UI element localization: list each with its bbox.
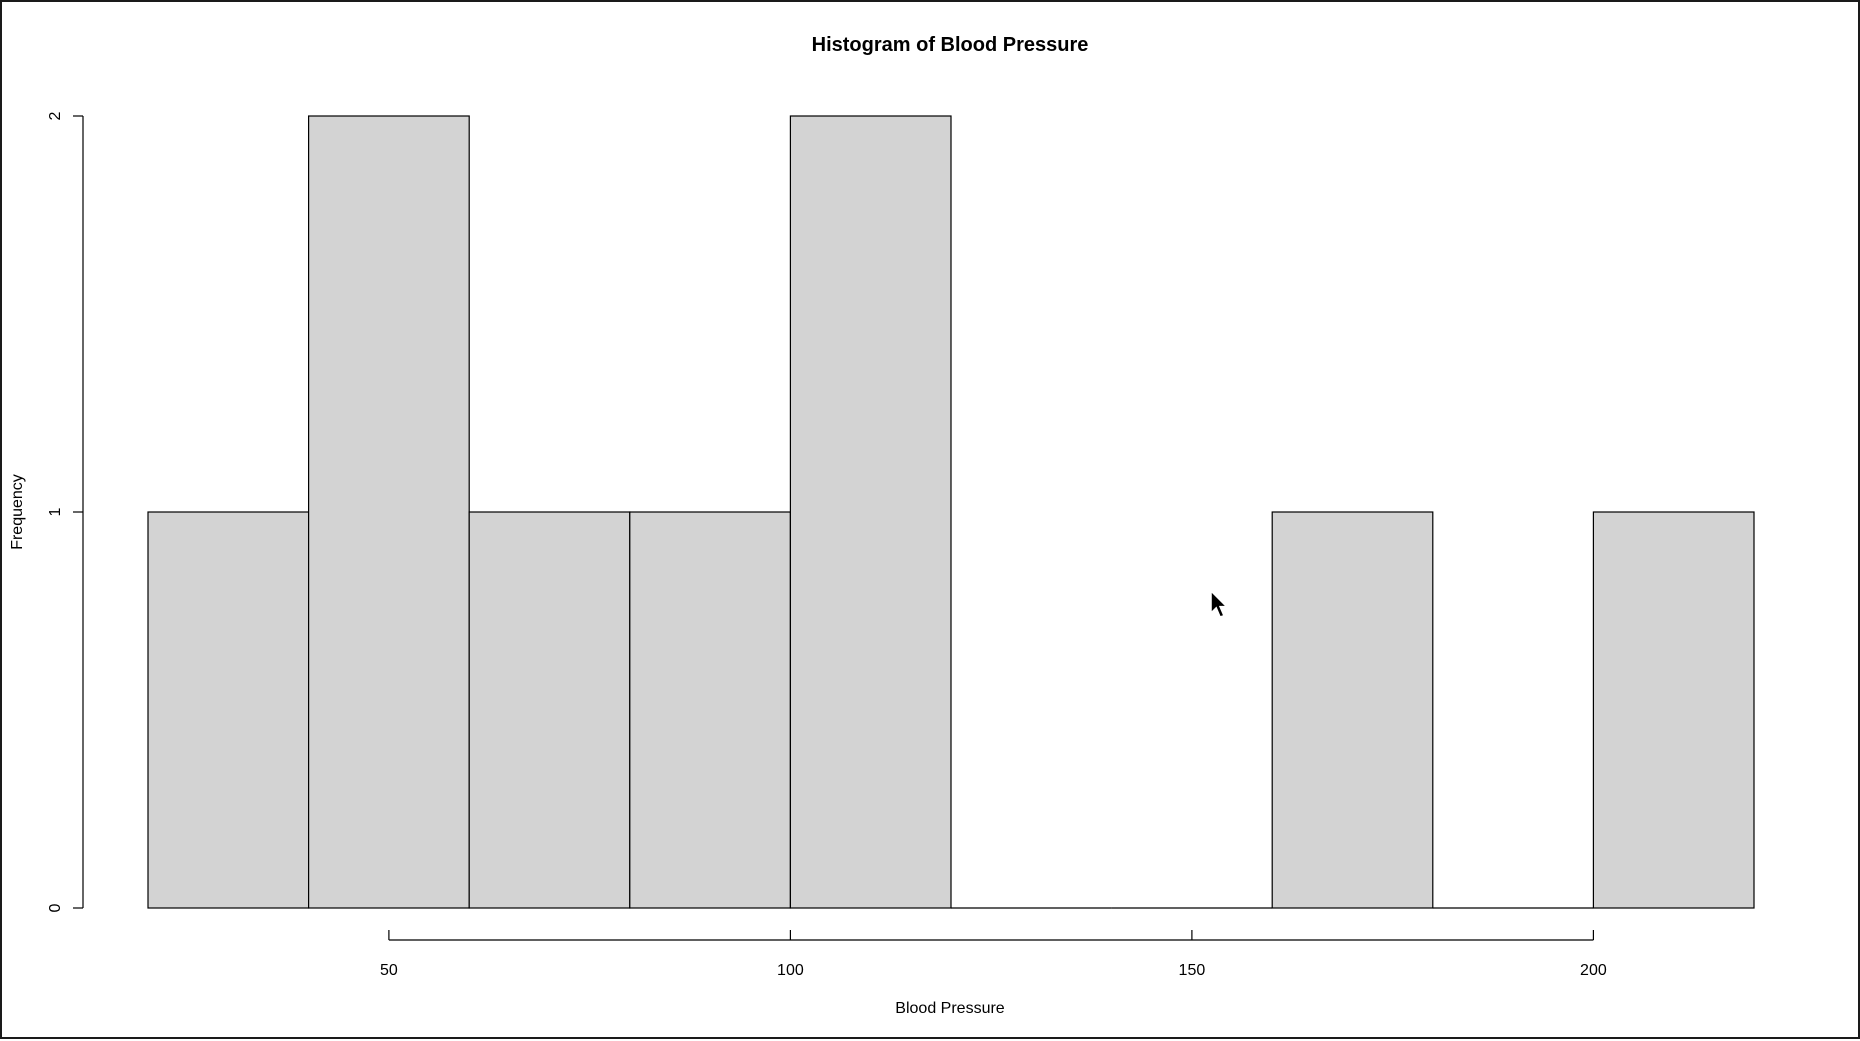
histogram-bar	[1271, 511, 1434, 909]
histogram-bar	[1592, 511, 1755, 909]
x-axis: 50 100 150 200	[380, 930, 1607, 979]
x-tick-label: 200	[1580, 962, 1607, 979]
y-tick-label: 0	[47, 903, 64, 912]
x-tick-label: 50	[380, 962, 398, 979]
y-tick-label: 1	[47, 507, 64, 516]
chart-title: Histogram of Blood Pressure	[812, 34, 1089, 56]
histogram-bar	[147, 511, 310, 909]
x-tick-label: 150	[1179, 962, 1206, 979]
histogram-bar	[629, 511, 791, 909]
histogram-bar	[468, 511, 631, 909]
x-axis-label: Blood Pressure	[895, 1000, 1004, 1017]
histogram-bar	[789, 115, 952, 909]
y-axis-label: Frequency	[9, 474, 26, 550]
x-tick-label: 100	[777, 962, 804, 979]
y-axis: 0 1 2	[47, 111, 84, 912]
y-tick-label: 2	[47, 111, 64, 120]
bars-group	[147, 115, 1755, 909]
histogram-bar	[308, 115, 470, 909]
mouse-cursor-icon	[1210, 589, 1229, 618]
